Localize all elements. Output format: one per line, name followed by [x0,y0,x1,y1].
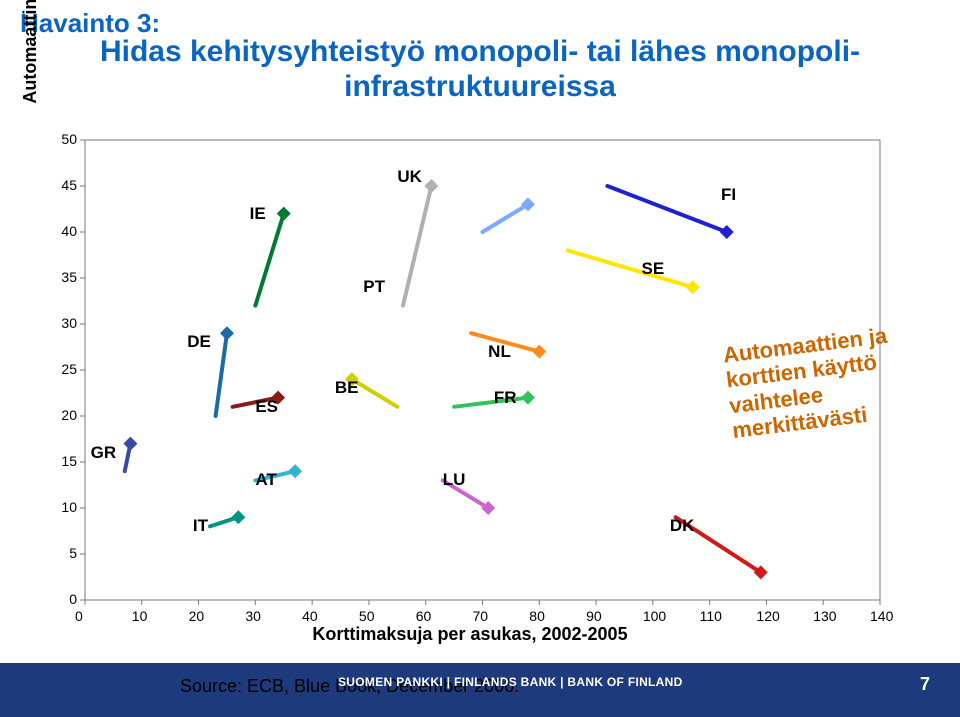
y-tick: 10 [61,499,77,515]
label-be: BE [335,378,359,398]
x-tick: 0 [75,608,83,624]
x-tick: 130 [813,608,836,624]
x-tick: 140 [870,608,893,624]
x-tick: 30 [245,608,261,624]
label-gr: GR [91,443,117,463]
y-tick: 40 [61,223,77,239]
label-dk: DK [670,516,695,536]
y-tick: 20 [61,407,77,423]
x-tick: 120 [756,608,779,624]
x-tick: 40 [302,608,318,624]
x-tick: 50 [359,608,375,624]
y-tick: 35 [61,269,77,285]
label-es: ES [255,397,278,417]
x-tick: 90 [586,608,602,624]
label-se: SE [642,259,665,279]
label-fr: FR [494,388,517,408]
label-de: DE [187,332,211,352]
x-tick: 110 [700,608,722,624]
x-tick: 70 [473,608,489,624]
x-tick: 60 [416,608,432,624]
y-tick: 25 [61,361,77,377]
label-fi: FI [721,185,736,205]
y-tick: 5 [69,545,77,561]
footer-page-number: 7 [920,674,930,695]
main-title: Hidas kehitysyhteistyö monopoli- tai läh… [0,35,960,104]
y-tick: 30 [61,315,77,331]
label-at: AT [255,470,276,490]
x-tick: 20 [189,608,205,624]
label-lu: LU [443,470,466,490]
footer-left: SUOMEN PANKKI | FINLANDS BANK | BANK OF … [338,675,738,689]
x-tick: 80 [529,608,545,624]
y-tick: 15 [61,453,77,469]
label-it: IT [193,516,208,536]
y-axis-label: Automaattinostoja per asukas, 2002–2005 [20,0,41,160]
y-tick: 50 [61,131,77,147]
y-tick: 0 [69,591,77,607]
label-pt: PT [363,277,385,297]
label-uk: UK [397,167,422,187]
label-nl: NL [488,342,511,362]
label-ie: IE [250,204,266,224]
x-tick: 100 [643,608,666,624]
y-tick: 45 [61,177,77,193]
x-tick: 10 [132,608,148,624]
x-axis-label: Korttimaksuja per asukas, 2002-2005 [50,624,890,645]
